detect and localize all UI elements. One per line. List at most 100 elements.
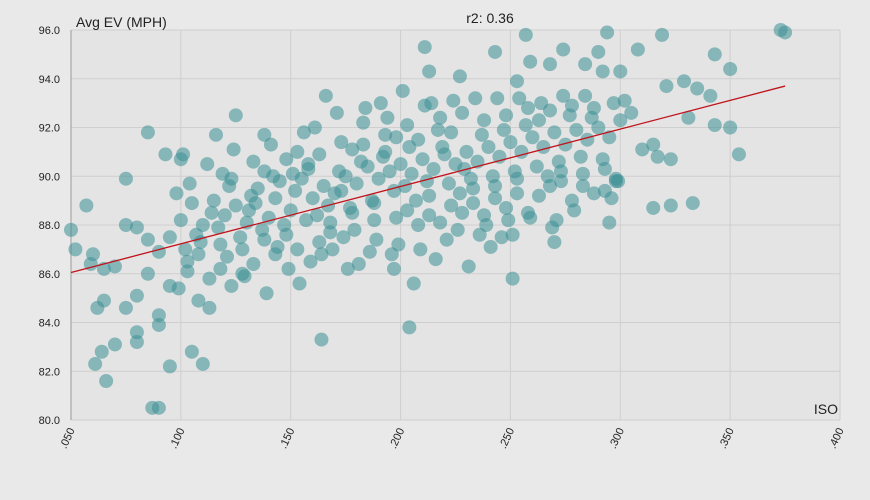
- point: [441, 176, 456, 191]
- point: [512, 91, 527, 106]
- point: [316, 179, 331, 193]
- point: [459, 144, 474, 159]
- point: [195, 218, 210, 232]
- point: [479, 218, 494, 232]
- point: [303, 254, 318, 269]
- point: [435, 140, 450, 154]
- point: [369, 232, 384, 247]
- point: [580, 132, 595, 147]
- point: [439, 232, 454, 247]
- point: [213, 237, 228, 252]
- y-tick-label: 92.0: [39, 123, 60, 135]
- chart-title: r2: 0.36: [466, 10, 514, 26]
- point: [444, 198, 459, 213]
- point: [444, 125, 459, 140]
- y-tick-label: 86.0: [39, 269, 60, 281]
- point: [213, 261, 228, 276]
- point: [558, 137, 573, 152]
- point: [380, 110, 395, 125]
- point: [389, 130, 404, 145]
- y-tick-label: 82.0: [39, 366, 60, 378]
- y-axis-label: Avg EV (MPH): [76, 14, 167, 30]
- point: [140, 125, 155, 140]
- point: [202, 300, 217, 315]
- point: [140, 266, 155, 281]
- point: [64, 222, 78, 237]
- point: [624, 105, 639, 120]
- point: [422, 208, 437, 223]
- point: [556, 42, 571, 57]
- point: [505, 271, 520, 286]
- point: [233, 230, 248, 245]
- point: [367, 196, 382, 211]
- point: [617, 93, 632, 108]
- point: [184, 344, 199, 359]
- point: [677, 74, 692, 89]
- point: [681, 110, 696, 125]
- point: [107, 337, 122, 352]
- trend-line: [70, 85, 786, 274]
- point: [591, 44, 606, 59]
- point: [184, 196, 199, 211]
- point: [602, 130, 617, 145]
- point: [195, 356, 210, 371]
- point: [575, 179, 590, 193]
- point: [635, 142, 650, 157]
- point: [685, 196, 700, 211]
- y-tick-label: 80.0: [39, 415, 60, 427]
- point: [586, 186, 601, 201]
- point: [107, 259, 122, 274]
- point: [650, 149, 665, 164]
- point: [703, 88, 718, 103]
- point: [272, 174, 287, 189]
- point: [545, 220, 560, 235]
- point: [325, 242, 340, 257]
- point: [542, 179, 557, 193]
- point: [118, 218, 133, 232]
- point: [358, 101, 373, 115]
- point: [422, 64, 437, 79]
- point: [345, 205, 360, 220]
- point: [578, 57, 593, 72]
- point: [424, 96, 439, 111]
- point: [490, 91, 505, 106]
- point: [246, 154, 261, 169]
- point: [129, 335, 144, 349]
- point: [290, 144, 305, 159]
- point: [237, 269, 252, 284]
- point: [386, 261, 401, 276]
- point: [494, 230, 509, 245]
- point: [564, 98, 579, 113]
- point: [391, 237, 406, 252]
- point: [400, 118, 415, 133]
- point: [778, 25, 793, 40]
- point: [162, 230, 177, 245]
- point: [360, 159, 375, 174]
- point: [349, 176, 364, 191]
- point: [356, 115, 371, 130]
- point: [433, 110, 448, 125]
- point: [140, 232, 155, 247]
- point: [224, 278, 239, 293]
- point: [191, 293, 206, 308]
- point: [178, 242, 193, 257]
- point: [338, 169, 353, 184]
- point: [521, 101, 536, 115]
- point: [323, 215, 338, 230]
- point: [608, 174, 623, 189]
- point: [415, 152, 430, 167]
- point: [690, 81, 705, 96]
- point: [290, 242, 305, 257]
- point: [510, 171, 525, 186]
- point: [723, 120, 738, 135]
- point: [336, 230, 351, 245]
- point: [279, 152, 294, 167]
- point: [182, 176, 197, 191]
- point: [219, 249, 234, 264]
- point: [389, 210, 404, 225]
- point: [79, 198, 94, 213]
- point: [345, 142, 360, 157]
- point: [663, 152, 678, 167]
- point: [452, 69, 467, 84]
